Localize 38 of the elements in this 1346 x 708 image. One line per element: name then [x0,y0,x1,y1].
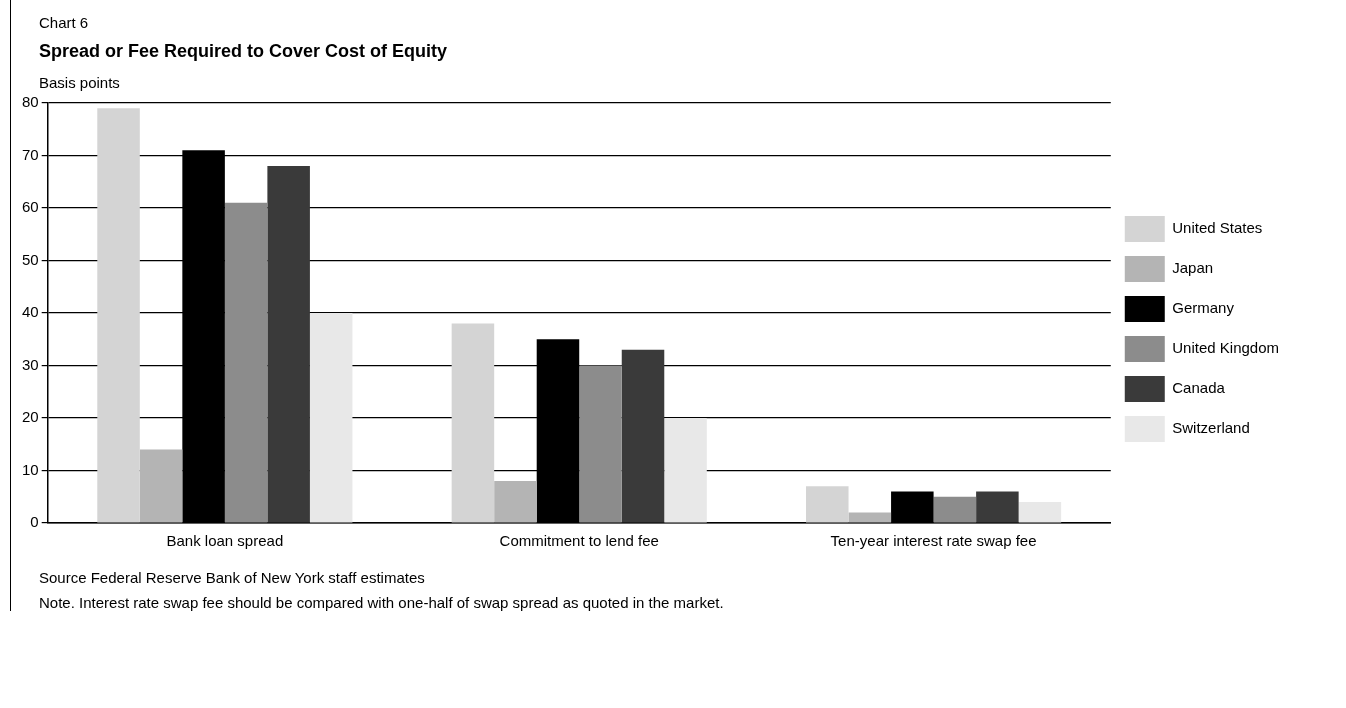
bar [848,512,892,523]
legend-label: Japan [1172,259,1214,277]
bar [806,486,849,523]
bar [1018,502,1062,523]
bar [97,108,140,523]
bar [579,365,622,523]
y-tick-label: 60 [22,198,39,216]
y-tick-label: 80 [22,93,39,111]
x-tick-label: Bank loan spread [166,532,284,550]
bar [976,491,1019,523]
legend-label: United States [1172,219,1263,237]
legend-label: Canada [1172,379,1226,397]
chart-subtitle: Chart 6 [39,14,90,31]
y-tick-label: 70 [22,145,39,163]
bar [139,449,183,523]
bar [494,481,537,523]
legend-label: Switzerland [1172,419,1250,437]
legend-label: Germany [1172,299,1235,317]
y-axis-title: Basis points [39,74,121,91]
y-tick-label: 20 [22,408,39,426]
text: Note. Interest rate swap fee should be compared with one-half of swap spread as quoted in the market. [39,594,725,611]
bar [451,323,495,523]
y-tick-label: 0 [30,513,39,531]
bar [267,166,310,523]
bar [933,496,977,523]
chart-title: Spread or Fee Required to Cover Cost of Equity [39,41,449,62]
y-tick-label: 30 [22,355,39,373]
y-tick-label: 50 [22,250,39,268]
bar [224,202,268,523]
legend-label: United Kingdom [1172,339,1280,357]
y-tick-label: 10 [22,460,39,478]
bar [664,418,707,523]
source-note: Source Federal Reserve Bank of New York staff estimates [39,569,426,586]
y-tick-label: 40 [22,303,39,321]
x-tick-label: Ten-year interest rate swap fee [830,532,1037,550]
bar [621,349,665,523]
x-tick-label: Commitment to lend fee [499,532,659,550]
bar [309,313,353,523]
